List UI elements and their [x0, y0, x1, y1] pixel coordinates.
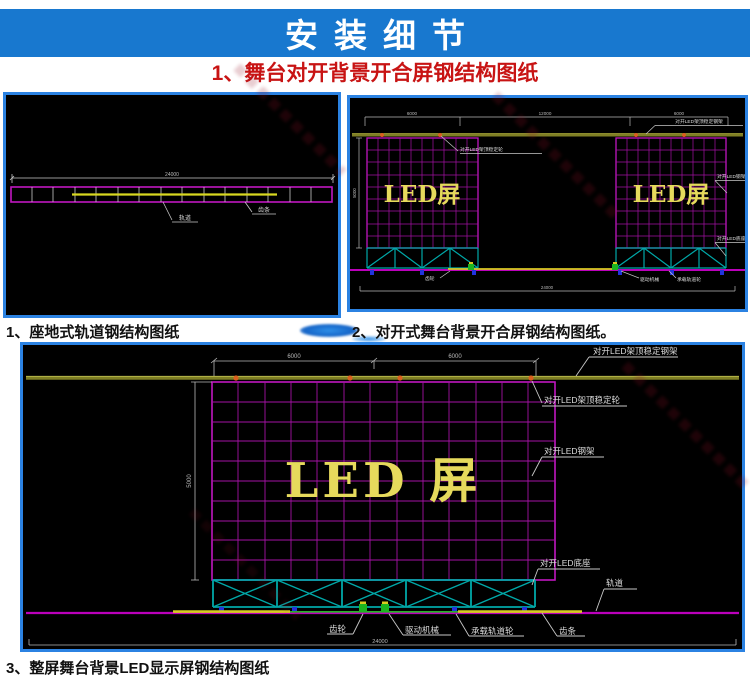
- bottom-dimension: [28, 639, 737, 646]
- top-frame-label: 对开LED架顶稳定钢架: [593, 346, 678, 356]
- callout-frame: 对开LED钢架: [531, 446, 604, 477]
- panel-full-screen-structure: 6000 6000 LED 屏 5000: [20, 342, 745, 652]
- stabilizer-wheel-dots: [380, 133, 686, 137]
- panel-split-screen-structure: 6000 12000 6000 LED屏 LED屏: [347, 95, 748, 312]
- track-truss: [10, 186, 333, 203]
- led-screen-left-label: LED屏: [384, 181, 461, 208]
- rail-wheels: [219, 607, 527, 613]
- rail-label: 轨道: [179, 214, 191, 222]
- stabilizer-wheel-dots: [233, 375, 534, 381]
- top-beam: [26, 375, 739, 381]
- callout-rack: 齿条: [244, 201, 276, 215]
- rail-label: 轨道: [606, 578, 624, 588]
- top-wheel-label: 对开LED架顶稳定轮: [460, 146, 503, 153]
- height-dimension: 5000: [187, 381, 212, 581]
- gear-label: 齿轮: [329, 624, 347, 634]
- led-screen-right-label: LED屏: [633, 181, 710, 208]
- track-structure-drawing: 24000 轨道 齿条: [9, 172, 336, 223]
- drive-gears: [468, 262, 618, 270]
- top-frame-label: 对开LED架顶稳定钢架: [675, 118, 723, 125]
- frame-label: 对开LED钢架: [717, 173, 745, 180]
- callout-gear: 齿轮: [425, 270, 451, 282]
- led-screen-right: LED屏: [615, 137, 727, 249]
- blue-smudge: [300, 324, 358, 337]
- callout-rail: 轨道: [595, 578, 637, 612]
- callout-load-wheel: 承载轨道轮: [455, 613, 524, 637]
- dim-seg-left: 6000: [407, 111, 418, 116]
- bottom-dimension: [359, 286, 736, 292]
- caption-panel1: 1、座地式轨道钢结构图纸: [6, 324, 180, 341]
- gear-label: 齿轮: [425, 275, 435, 282]
- callout-top-frame: 对开LED架顶稳定钢架: [645, 118, 743, 135]
- led-screen: LED 屏: [211, 381, 556, 581]
- callout-base: 对开LED底座: [714, 235, 745, 257]
- bottom-rail: [350, 262, 745, 275]
- dim-total: 24000: [541, 285, 554, 290]
- title-banner: 安装细节: [0, 9, 750, 57]
- frame-label: 对开LED钢架: [544, 446, 595, 456]
- dim-total-label: 24000: [165, 172, 179, 178]
- led-screen-label: LED 屏: [285, 453, 482, 509]
- dim-seg-left: 6000: [287, 354, 301, 360]
- drive-label: 驱动机械: [640, 276, 659, 283]
- callout-rail: 轨道: [162, 201, 198, 223]
- dim-seg-right: 6000: [674, 111, 685, 116]
- rack-label: 齿条: [559, 626, 577, 636]
- drive-label: 驱动机械: [405, 625, 440, 635]
- full-screen-drawing: 6000 6000 LED 屏 5000: [26, 346, 739, 646]
- drive-gears: [359, 601, 389, 612]
- callout-base: 对开LED底座: [531, 558, 600, 586]
- led-screen-left: LED屏: [366, 137, 479, 249]
- callout-frame: 对开LED钢架: [714, 173, 745, 194]
- base-truss: [212, 579, 536, 608]
- top-dimensions: [364, 116, 729, 126]
- base-label: 对开LED底座: [717, 235, 745, 242]
- load-wheel-label: 承载轨道轮: [471, 626, 514, 636]
- top-dimensions: [210, 357, 540, 378]
- callout-top-wheel: 对开LED架顶稳定轮: [531, 380, 627, 407]
- dim-height: 5000: [352, 188, 357, 198]
- rack-label: 齿条: [258, 206, 270, 214]
- dim-seg-mid: 12000: [539, 111, 552, 116]
- callout-rack: 齿条: [541, 612, 585, 637]
- ground-rail: [26, 601, 739, 615]
- callout-load-wheel: 承载轨道轮: [668, 270, 701, 283]
- dim-total: 24000: [372, 639, 388, 645]
- base-label: 对开LED底座: [540, 558, 591, 568]
- load-wheel-label: 承载轨道轮: [677, 276, 701, 283]
- callout-top-frame: 对开LED架顶稳定钢架: [575, 346, 678, 377]
- dim-seg-right: 6000: [448, 354, 462, 360]
- callout-gear: 齿轮: [327, 613, 364, 635]
- panel-track-structure: 24000 轨道 齿条: [3, 92, 341, 318]
- banner-title: 安装细节: [285, 17, 481, 54]
- base-trusses: [366, 247, 727, 269]
- blue-smudge-small: [352, 336, 386, 342]
- page-subtitle: 1、舞台对开背景开合屏钢结构图纸: [211, 62, 539, 85]
- rail-wheels: [370, 270, 724, 275]
- caption-panel3: 3、整屏舞台背景LED显示屏钢结构图纸: [6, 660, 270, 677]
- top-wheel-label: 对开LED架顶稳定轮: [544, 395, 621, 405]
- callout-drive: 驱动机械: [388, 613, 451, 636]
- dim-height: 5000: [187, 474, 193, 488]
- dimension-total: [9, 174, 336, 183]
- callout-drive: 驱动机械: [620, 270, 659, 283]
- caption-panel2: 2、对开式舞台背景开合屏钢结构图纸。: [352, 324, 616, 341]
- top-beam: [352, 133, 743, 137]
- split-screen-drawing: 6000 12000 6000 LED屏 LED屏: [350, 111, 745, 292]
- callout-top-wheel: 对开LED架顶稳定轮: [440, 135, 542, 154]
- height-dimension: 5000: [352, 137, 362, 249]
